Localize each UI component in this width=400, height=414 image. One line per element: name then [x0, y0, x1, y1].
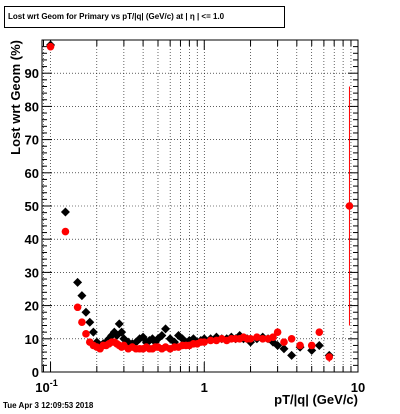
data-point-s1	[77, 291, 87, 301]
data-point-s2	[325, 353, 334, 361]
y-tick-label: 10	[25, 332, 39, 347]
data-point-s2	[296, 341, 304, 350]
y-tick-label: 80	[25, 99, 39, 114]
data-point-s2	[200, 338, 209, 346]
data-point-s1	[73, 277, 83, 287]
y-tick-label: 20	[25, 299, 39, 314]
data-point-s2	[273, 328, 282, 336]
data-point-s1	[157, 330, 167, 340]
data-point-s2	[287, 335, 296, 343]
data-point-s1	[107, 330, 117, 340]
data-point-s2	[258, 335, 267, 343]
x-tick-label: 10	[351, 380, 365, 395]
data-point-s1	[85, 317, 95, 327]
data-point-s2	[345, 202, 354, 210]
data-points	[46, 40, 354, 361]
data-point-s1	[287, 350, 297, 360]
y-axis-label: Lost wrt Geom (%)	[8, 40, 23, 155]
x-tick-label: 1	[201, 380, 208, 395]
x-tick-label: 10-1	[35, 378, 57, 395]
data-point-s2	[73, 303, 82, 312]
tick-labels: 0 10 20 30 40 50 60 70 80 90 10-1 1 10	[25, 66, 366, 395]
data-point-s1	[60, 207, 70, 217]
y-tick-label: 60	[25, 166, 39, 181]
data-point-s2	[78, 318, 86, 327]
y-tick-label: 30	[25, 265, 39, 280]
data-point-s2	[253, 333, 261, 341]
data-point-s2	[46, 42, 55, 51]
data-point-s1	[88, 327, 98, 337]
y-tick-label: 0	[32, 365, 39, 380]
chart-title: Lost wrt Geom for Primary vs pT/|q| (GeV…	[4, 6, 285, 28]
data-point-s2	[269, 333, 277, 341]
x-axis-label: pT/|q| (GeV/c)	[274, 392, 358, 407]
y-tick-label: 40	[25, 232, 39, 247]
timestamp-footer: Tue Apr 3 12:09:53 2018	[3, 401, 94, 410]
data-point-s2	[315, 328, 324, 336]
data-point-s1	[273, 340, 283, 350]
error-bars	[328, 86, 350, 363]
y-tick-label: 90	[25, 66, 39, 81]
data-point-s1	[161, 324, 171, 334]
data-point-s2	[206, 336, 215, 345]
data-point-s2	[61, 227, 70, 236]
data-point-s1	[279, 344, 289, 354]
data-point-s2	[82, 330, 90, 338]
y-tick-label: 70	[25, 133, 39, 148]
data-point-s2	[246, 335, 255, 343]
data-point-s1	[114, 319, 124, 329]
data-point-s1	[81, 307, 91, 317]
data-point-s2	[307, 341, 316, 350]
data-point-s1	[314, 340, 324, 350]
y-tick-label: 50	[25, 199, 39, 214]
data-point-s2	[280, 338, 288, 346]
